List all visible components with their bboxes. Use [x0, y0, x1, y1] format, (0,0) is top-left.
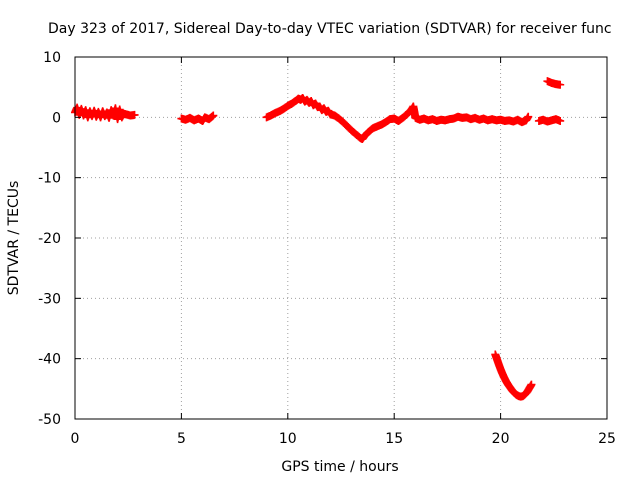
y-tick-label: -30 — [38, 291, 61, 307]
chart-title: Day 323 of 2017, Sidereal Day-to-day VTE… — [48, 21, 612, 37]
data-point — [130, 110, 139, 119]
x-axis-label: GPS time / hours — [281, 459, 398, 475]
data-layer — [71, 77, 565, 401]
series-segment-3 — [262, 94, 533, 144]
x-tick-label: 15 — [385, 431, 403, 447]
y-tick-label: 0 — [52, 110, 61, 126]
series-segment-4 — [534, 115, 565, 126]
y-tick-label: -40 — [38, 352, 61, 368]
x-tick-label: 25 — [598, 431, 616, 447]
data-point — [556, 116, 565, 125]
y-axis-label: SDTVAR / TECUs — [6, 181, 22, 296]
series-segment-1 — [71, 103, 139, 124]
series-segment-2 — [177, 111, 218, 125]
data-point — [524, 112, 533, 121]
tick-layer: 0 5 10 15 20 25 10 0 -10 -20 -30 -40 -50 — [38, 50, 616, 447]
x-tick-label: 0 — [71, 431, 80, 447]
data-point — [556, 80, 565, 89]
y-tick-label: -50 — [38, 412, 61, 428]
data-point — [209, 111, 218, 120]
x-tick-label: 5 — [177, 431, 186, 447]
x-tick-label: 10 — [279, 431, 297, 447]
y-tick-label: -10 — [38, 171, 61, 187]
x-tick-label: 20 — [492, 431, 510, 447]
series-segment-5 — [543, 77, 565, 89]
series-segment-6 — [491, 350, 536, 401]
data-point — [527, 380, 536, 389]
y-tick-label: 10 — [43, 50, 61, 66]
y-tick-label: -20 — [38, 231, 61, 247]
